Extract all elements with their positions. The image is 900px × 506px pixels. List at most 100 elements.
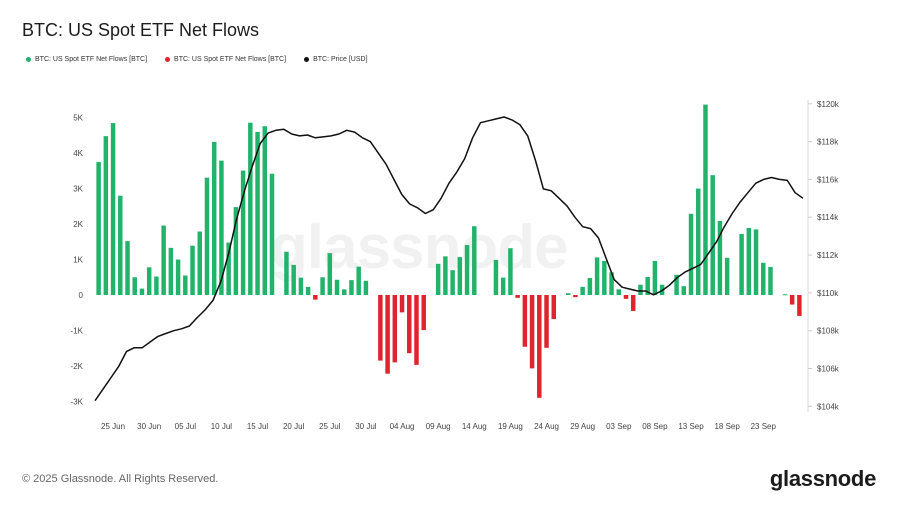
flow-bar [132, 277, 137, 295]
y-left-tick-label: 4K [73, 149, 83, 158]
flow-bar [414, 295, 419, 365]
y-right-tick-label: $120k [817, 100, 840, 109]
flow-bar [457, 257, 463, 295]
y-right-tick-label: $112k [817, 251, 839, 260]
flow-bar [392, 295, 398, 363]
flow-bar [580, 286, 585, 295]
x-tick-label: 25 Jun [101, 422, 125, 431]
flow-bar [269, 173, 275, 295]
y-left-tick-label: 1K [73, 256, 83, 265]
flow-bar [363, 280, 369, 295]
price-line [94, 116, 804, 402]
y-left-tick-label: 3K [73, 185, 83, 194]
flow-bar [782, 294, 788, 296]
flow-bar [681, 286, 687, 295]
flow-bar [334, 279, 340, 295]
flow-bar [703, 104, 708, 295]
legend-label: BTC: Price [USD] [313, 56, 368, 63]
flow-bar [717, 220, 723, 295]
flow-bar [240, 170, 246, 295]
flow-bar [146, 267, 152, 295]
flow-bar [211, 141, 217, 295]
flow-bar [226, 242, 231, 295]
flow-bar [696, 188, 701, 295]
x-tick-label: 24 Aug [534, 422, 559, 431]
y-right-tick-label: $114k [817, 213, 839, 222]
x-tick-label: 04 Aug [390, 422, 415, 431]
flow-bar [421, 295, 426, 331]
x-tick-label: 18 Sep [714, 422, 740, 431]
flow-bar [248, 122, 253, 295]
x-tick-label: 13 Sep [678, 422, 704, 431]
flow-bar [753, 229, 759, 295]
legend-item-inflows[interactable]: BTC: US Spot ETF Net Flows [BTC] [26, 56, 147, 63]
x-tick-label: 08 Sep [642, 422, 668, 431]
flow-bar [522, 295, 528, 347]
flow-bar [204, 177, 210, 295]
flow-bar [103, 136, 109, 295]
flow-bar [154, 276, 159, 295]
flow-bar [789, 295, 795, 305]
y-right-tick-label: $116k [817, 175, 839, 184]
flow-bar [284, 251, 289, 295]
legend: BTC: US Spot ETF Net Flows [BTC] BTC: US… [26, 56, 368, 63]
watermark-logo: glassnode [270, 213, 569, 282]
y-right-tick-label: $110k [817, 289, 839, 298]
y-left-tick-label: 5K [73, 114, 83, 123]
flow-bar [724, 257, 730, 295]
flow-bar [587, 277, 593, 295]
flow-bar [183, 275, 188, 295]
flow-bar [435, 263, 441, 295]
flow-bar [139, 288, 145, 295]
y-left-tick-label: 2K [73, 220, 83, 229]
flow-bar [190, 245, 195, 295]
flow-bar [537, 295, 542, 398]
x-tick-label: 03 Sep [606, 422, 632, 431]
flow-bar [298, 277, 304, 295]
flow-bar [96, 162, 101, 295]
flow-bar [710, 175, 715, 295]
y-right-tick-label: $118k [817, 138, 839, 147]
flow-bar [761, 262, 766, 295]
flow-bar [739, 234, 744, 295]
x-tick-label: 14 Aug [462, 422, 487, 431]
flow-bar [645, 276, 650, 295]
flow-bar [327, 253, 333, 295]
flow-bar [544, 295, 549, 348]
flow-bar [638, 284, 643, 295]
legend-item-outflows[interactable]: BTC: US Spot ETF Net Flows [BTC] [165, 56, 286, 63]
flow-bar [168, 247, 174, 295]
flow-bar [342, 289, 347, 295]
x-tick-label: 30 Jul [355, 422, 377, 431]
y-right-tick-label: $108k [817, 327, 840, 336]
flow-bar [472, 226, 477, 295]
flow-bar [443, 256, 448, 295]
flow-bar [233, 207, 239, 295]
y-right-tick-label: $104k [817, 402, 840, 411]
flow-bar [399, 295, 405, 313]
flow-bar [616, 289, 622, 295]
flow-bar [450, 270, 455, 295]
flow-bar [118, 195, 123, 295]
flow-bar [529, 295, 535, 369]
x-tick-label: 29 Aug [570, 422, 595, 431]
x-tick-label: 25 Jul [319, 422, 341, 431]
flow-bar [110, 123, 116, 295]
flow-bar [219, 160, 224, 295]
legend-swatch-red [165, 57, 171, 62]
flow-bar [291, 264, 296, 295]
legend-item-price[interactable]: BTC: Price [USD] [304, 56, 368, 63]
flow-bar [602, 260, 607, 295]
x-tick-label: 15 Jul [247, 422, 269, 431]
flow-bar [508, 248, 513, 295]
x-tick-label: 23 Sep [751, 422, 777, 431]
x-tick-label: 19 Aug [498, 422, 523, 431]
flow-bar [378, 295, 383, 361]
legend-swatch-green [26, 57, 31, 62]
x-tick-label: 09 Aug [426, 422, 451, 431]
flow-bar [320, 277, 325, 295]
brand-logo[interactable]: glassnode [769, 466, 876, 491]
flow-bar [630, 295, 636, 311]
flow-bar [609, 272, 614, 295]
flow-bar [688, 213, 694, 295]
